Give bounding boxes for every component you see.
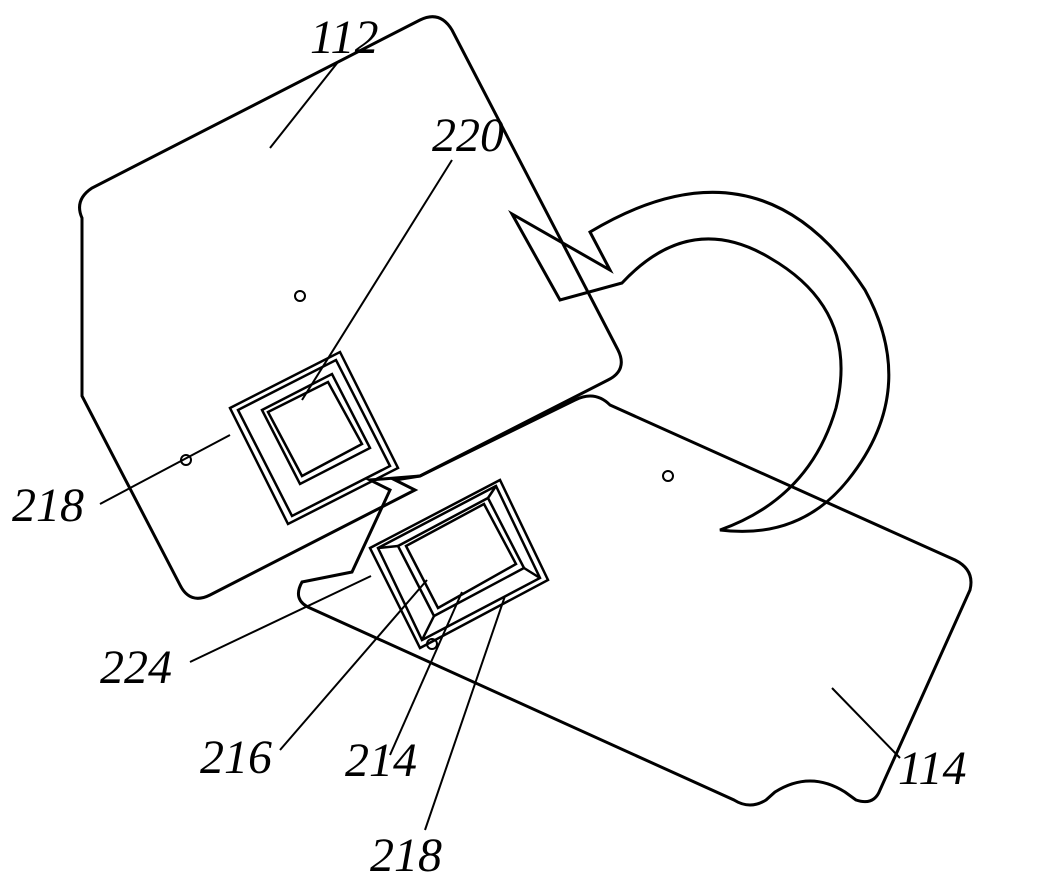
ref-label-220: 220	[432, 108, 504, 163]
ref-label-224: 224	[100, 640, 172, 695]
ref-label-112: 112	[310, 10, 378, 65]
lower-panel-hole	[663, 471, 673, 481]
ref-label-218-upper: 218	[12, 478, 84, 533]
upper-panel-hole	[295, 291, 305, 301]
lower-panel-detail	[370, 480, 548, 648]
ref-label-218-lower: 218	[370, 828, 442, 883]
fold-arrow	[512, 192, 889, 531]
upper-panel	[80, 17, 622, 599]
leader-lines	[100, 62, 900, 830]
ref-label-216: 216	[200, 730, 272, 785]
ref-label-114: 114	[898, 741, 966, 796]
upper-panel-detail	[230, 352, 398, 524]
ref-label-214: 214	[345, 733, 417, 788]
